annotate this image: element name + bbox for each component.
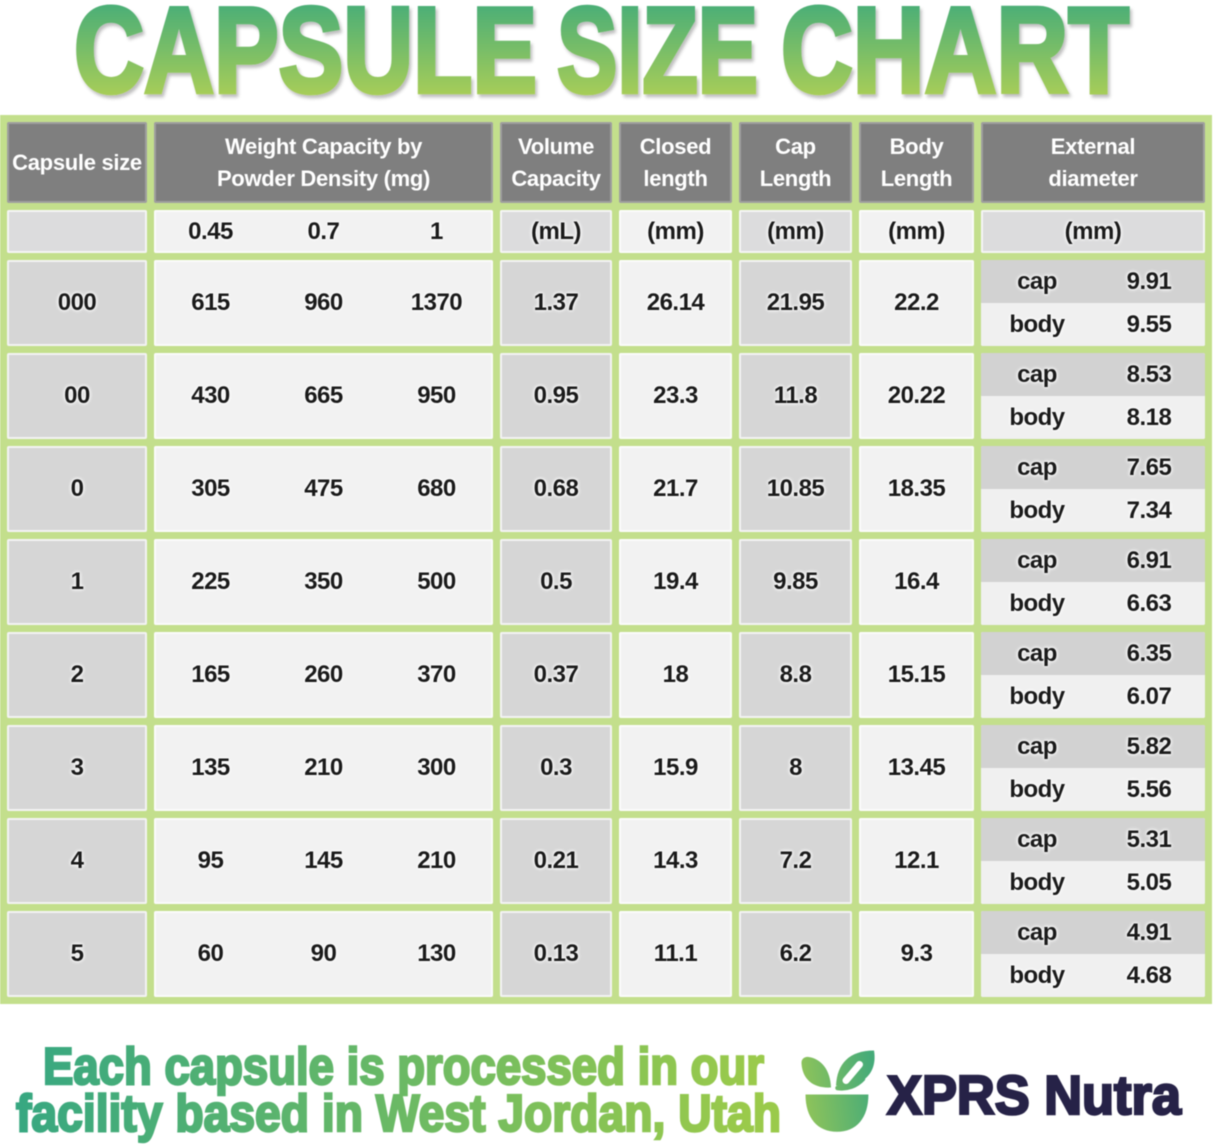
svg-text:facility based in West Jordan,: facility based in West Jordan, Utah bbox=[16, 1085, 781, 1143]
svg-text:CAPSULE: CAPSULE bbox=[74, 0, 537, 118]
svg-text:SIZE: SIZE bbox=[557, 0, 758, 118]
svg-text:Each capsule is processed in o: Each capsule is processed in our bbox=[43, 1038, 764, 1096]
svg-text:XPRS Nutra: XPRS Nutra bbox=[887, 1064, 1181, 1126]
svg-text:CHART: CHART bbox=[781, 0, 1129, 118]
